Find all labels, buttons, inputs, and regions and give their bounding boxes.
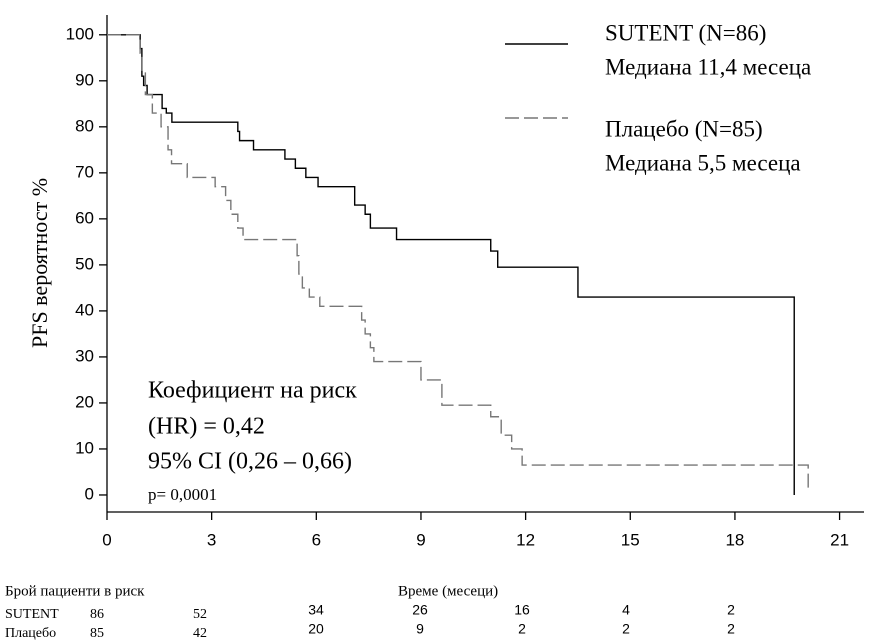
annotation-box [132, 372, 420, 510]
annotation: p= 0,0001 [148, 485, 217, 504]
at-risk-count: 34 [308, 602, 324, 618]
legend-label: SUTENT (N=86) [605, 20, 766, 45]
at-risk-title: Брой пациенти в риск [5, 583, 145, 599]
x-tick-label: 3 [207, 530, 216, 549]
x-tick-label: 12 [516, 530, 535, 549]
x-tick-label: 15 [621, 530, 640, 549]
at-risk-count: 2 [518, 621, 526, 637]
annotation: 95% CI (0,26 – 0,66) [148, 449, 352, 475]
x-tick-label: 0 [102, 530, 111, 549]
y-axis-label: PFS вероятност % [27, 178, 52, 348]
at-risk-count: 42 [193, 626, 207, 641]
y-tick-label: 80 [75, 116, 94, 135]
y-tick-label: 50 [75, 254, 94, 273]
y-tick-label: 30 [75, 346, 94, 365]
x-tick-label: 6 [312, 530, 321, 549]
at-risk-count: 20 [308, 621, 324, 637]
plot-area: 0 10 20 30 40 50 60 70 80 90 100 0 3 6 9 12 15 18 21 [66, 15, 864, 549]
survival-curve [107, 34, 809, 489]
annotation: (HR) = 0,42 [148, 414, 265, 440]
y-tick-label: 10 [75, 438, 94, 457]
y-tick-label: 70 [75, 162, 94, 181]
y-tick-label: 20 [75, 392, 94, 411]
time-label: Време (месеци) [398, 583, 498, 599]
legend: SUTENT (N=86) Медиана 11,4 месеца Плацебо … [505, 20, 811, 175]
at-risk-count: 86 [90, 607, 104, 622]
legend-median: Медиана 11,4 месеца [605, 54, 811, 79]
at-risk-name: SUTENT [5, 607, 59, 622]
y-tick-label: 40 [75, 300, 94, 319]
at-risk-name: Плацебо [5, 626, 56, 641]
y-tick-label: 0 [85, 484, 94, 503]
legend-label: Плацебо (N=85) [605, 116, 763, 141]
at-risk-count: 52 [193, 607, 207, 622]
at-risk-count: 16 [514, 602, 530, 618]
legend-median: Медиана 5,5 месеца [605, 150, 801, 175]
at-risk-count: 2 [622, 621, 630, 637]
y-tick-label: 90 [75, 70, 94, 89]
at-risk-count: 2 [727, 621, 735, 637]
at-risk-count: 85 [90, 626, 104, 641]
at-risk-count: 9 [416, 621, 424, 637]
x-tick-label: 18 [725, 530, 744, 549]
y-tick-label: 100 [66, 24, 94, 43]
x-tick-label: 21 [830, 530, 849, 549]
at-risk-count: 4 [622, 602, 630, 618]
at-risk-count: 26 [412, 602, 428, 618]
at-risk-count: 2 [727, 602, 735, 618]
y-tick-label: 60 [75, 208, 94, 227]
x-tick-label: 9 [416, 530, 425, 549]
annotation: Коефициент на риск [148, 378, 357, 404]
